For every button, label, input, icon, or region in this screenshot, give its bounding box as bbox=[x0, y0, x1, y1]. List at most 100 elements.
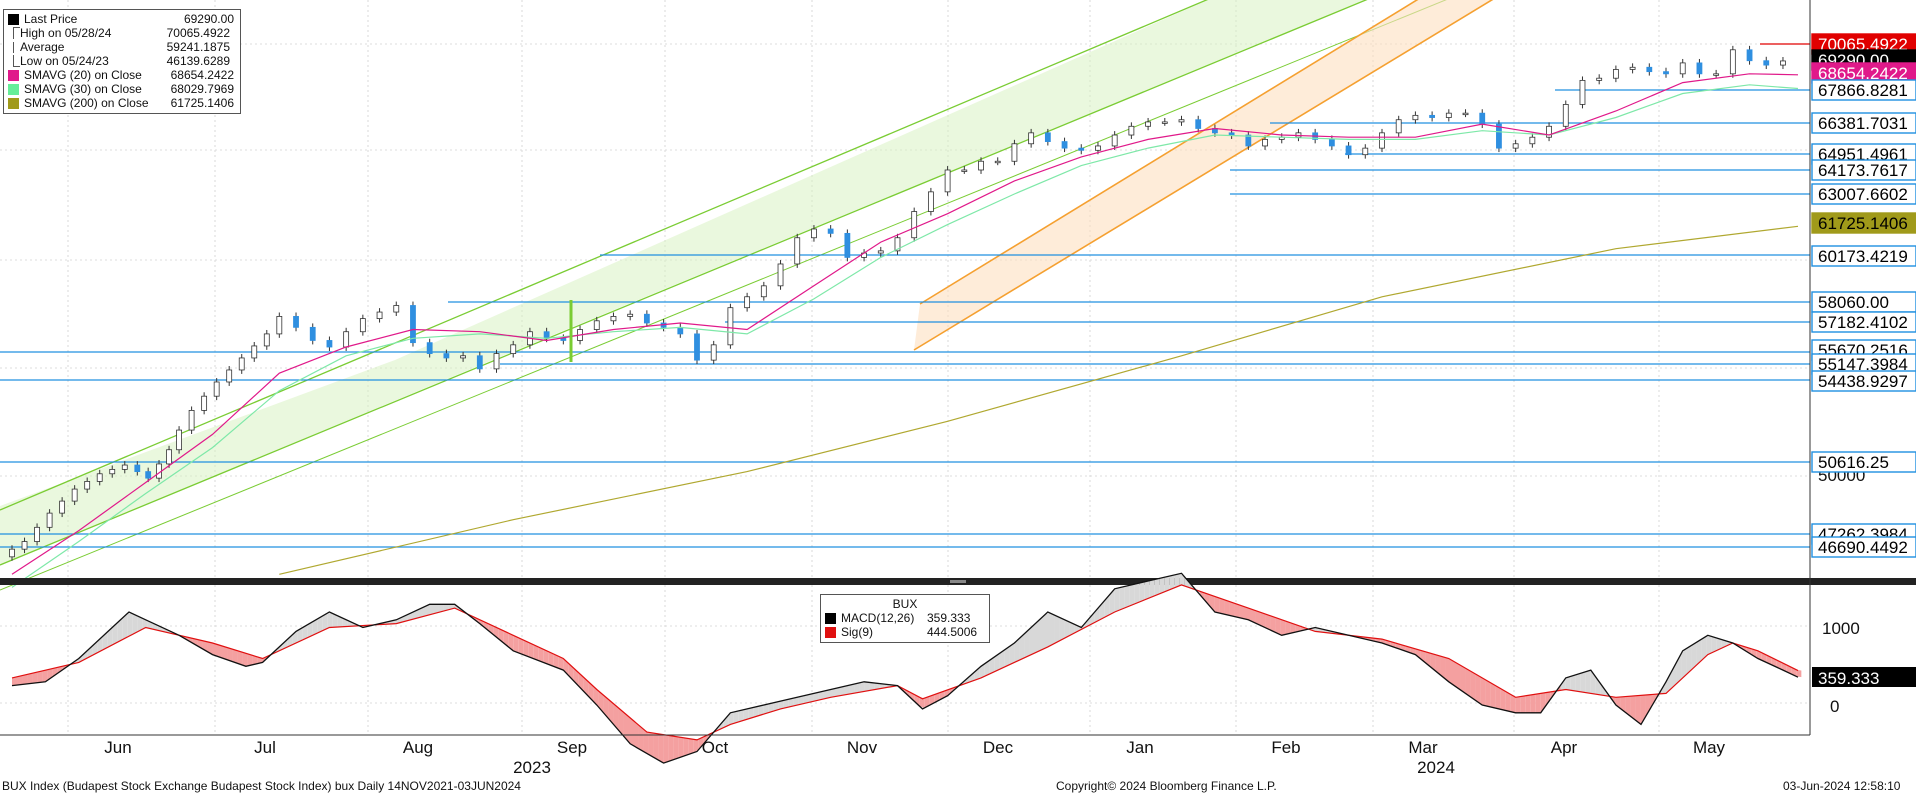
macd-histogram-fill bbox=[247, 653, 253, 666]
low-marker-icon bbox=[13, 55, 20, 67]
candle-body bbox=[1546, 125, 1552, 138]
macd-histogram-fill bbox=[778, 700, 784, 710]
macd-histogram-fill bbox=[658, 733, 664, 764]
macd-histogram-fill bbox=[1039, 615, 1045, 651]
macd-histogram-fill bbox=[1565, 676, 1571, 691]
macd-histogram-fill bbox=[1044, 612, 1050, 649]
macd-histogram-fill bbox=[623, 712, 629, 742]
price-tag-label: 46690.4492 bbox=[1818, 538, 1908, 557]
macd-histogram-fill bbox=[1059, 617, 1065, 641]
candle-body bbox=[911, 211, 918, 239]
macd-histogram-fill bbox=[1691, 642, 1697, 671]
macd-legend-title: BUX bbox=[892, 597, 918, 611]
macd-histogram-fill bbox=[1570, 674, 1576, 692]
macd-histogram-fill bbox=[1049, 612, 1055, 647]
candle-body bbox=[694, 333, 700, 361]
price-tag bbox=[1811, 212, 1916, 234]
candle-body bbox=[238, 357, 245, 371]
macd-histogram-fill bbox=[1500, 688, 1506, 711]
macd-histogram-fill bbox=[508, 632, 514, 651]
macd-histogram-fill bbox=[1560, 677, 1566, 691]
bottom-axis: Jun Jul Aug Sep Oct Nov Dec Jan Feb Mar Apr May 2023… bbox=[0, 734, 1810, 777]
macd-histogram-fill bbox=[32, 672, 38, 684]
macd-histogram-fill bbox=[27, 673, 33, 684]
macd-histogram-fill bbox=[1460, 665, 1466, 694]
candle-body bbox=[410, 305, 416, 344]
month-label: Jun bbox=[104, 738, 131, 757]
candle-body bbox=[1629, 66, 1636, 70]
legend-row: High on 05/28/24 70065.4922 bbox=[4, 26, 240, 40]
macd-tag-label: 359.333 bbox=[1818, 669, 1879, 688]
sma200-line bbox=[279, 225, 1799, 575]
candle-body bbox=[1095, 145, 1101, 151]
candle-body bbox=[1462, 112, 1469, 116]
candle-body bbox=[794, 237, 801, 265]
candle-body bbox=[1579, 79, 1586, 105]
macd-histogram-fill bbox=[1505, 691, 1511, 712]
macd-histogram-fill bbox=[1706, 636, 1712, 657]
macd-histogram-fill bbox=[969, 672, 975, 683]
macd-histogram-fill bbox=[1139, 581, 1145, 602]
macd-histogram-fill bbox=[1004, 646, 1010, 668]
macd-histogram-fill bbox=[833, 687, 840, 697]
month-label: Dec bbox=[983, 738, 1014, 757]
macd-histogram-fill bbox=[1124, 585, 1130, 608]
candle-body bbox=[927, 191, 934, 212]
candle-body bbox=[59, 500, 66, 514]
legend-label: Last Price bbox=[24, 12, 78, 26]
macd-histogram-fill bbox=[994, 653, 1000, 672]
macd-histogram-fill bbox=[1635, 695, 1641, 725]
macd-histogram-fill bbox=[37, 670, 43, 683]
macd-legend-row: Sig(9) 444.5006 bbox=[821, 625, 989, 639]
color-swatch-icon bbox=[8, 13, 19, 25]
macd-histogram-fill bbox=[1164, 575, 1170, 592]
macd-histogram-fill bbox=[798, 695, 804, 705]
macd-histogram-fill bbox=[1540, 692, 1546, 713]
candle-body bbox=[309, 326, 316, 341]
macd-histogram-fill bbox=[839, 686, 845, 696]
macd-histogram-fill bbox=[748, 707, 754, 719]
macd-histogram-fill bbox=[1244, 606, 1251, 621]
candle-body bbox=[961, 169, 968, 172]
candle-body bbox=[1245, 134, 1252, 147]
candle-body bbox=[276, 316, 283, 335]
macd-histogram-fill bbox=[768, 702, 774, 713]
macd-histogram-fill bbox=[1119, 586, 1125, 610]
macd-histogram-fill bbox=[1224, 599, 1230, 616]
macd-histogram-fill bbox=[808, 693, 814, 703]
macd-histogram-fill bbox=[107, 627, 113, 648]
macd-histogram-fill bbox=[1169, 574, 1175, 590]
candle-body bbox=[1161, 121, 1168, 124]
macd-panel bbox=[11, 572, 1802, 764]
macd-histogram-fill bbox=[1585, 670, 1591, 694]
year-label: 2023 bbox=[513, 758, 551, 777]
macd-histogram-fill bbox=[763, 703, 769, 715]
macd-histogram-fill bbox=[1159, 577, 1165, 594]
month-label: Feb bbox=[1271, 738, 1300, 757]
macd-histogram-fill bbox=[1184, 577, 1190, 588]
price-series bbox=[0, 45, 1916, 588]
macd-histogram-fill bbox=[87, 646, 93, 659]
macd-histogram-fill bbox=[1009, 643, 1015, 665]
macd-histogram-fill bbox=[1645, 694, 1651, 716]
macd-histogram-fill bbox=[698, 736, 704, 750]
candle-body bbox=[1763, 60, 1770, 66]
macd-histogram-fill bbox=[818, 691, 824, 700]
legend-label: SMAVG (30) on Close bbox=[24, 82, 142, 96]
candle-body bbox=[894, 237, 901, 252]
candle-body bbox=[1379, 132, 1385, 149]
macd-histogram-fill bbox=[788, 698, 794, 707]
macd-histogram-fill bbox=[984, 660, 990, 677]
macd-histogram-fill bbox=[1430, 653, 1436, 671]
macd-histogram-fill bbox=[1094, 606, 1100, 623]
legend-row: SMAVG (200) on Close 61725.1406 bbox=[4, 96, 240, 110]
macd-histogram-fill bbox=[924, 696, 930, 708]
candle-body bbox=[1780, 60, 1786, 66]
candle-body bbox=[1195, 119, 1202, 129]
green-channel-lower bbox=[0, 0, 1368, 566]
candle-body bbox=[1412, 114, 1419, 121]
macd-histogram-fill bbox=[192, 638, 198, 646]
macd-histogram-fill bbox=[302, 624, 308, 640]
macd-histogram-fill bbox=[1711, 636, 1717, 654]
legend-value: 70065.4922 bbox=[166, 26, 230, 40]
